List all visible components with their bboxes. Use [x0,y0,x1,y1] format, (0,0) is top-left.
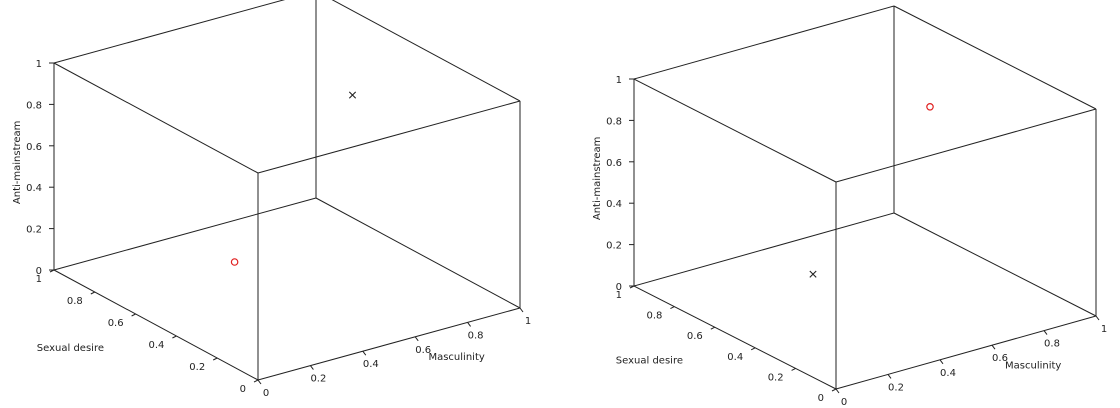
x-tick-label: 0.8 [468,330,484,341]
box-edge [835,108,1097,183]
y-tick-label: 0.8 [67,296,83,307]
z-tick-label: 0.8 [26,100,42,111]
y-tick-mark [710,326,716,330]
z-tick-label: 1 [36,59,42,70]
x-tick-label: 0 [263,388,269,399]
x-tick-label: 0 [841,397,847,408]
x-tick-label: 0.2 [310,374,326,385]
data-point-x [348,91,357,99]
x-tick-mark [887,374,892,379]
y-tick-label: 1 [36,274,42,285]
y-tick-mark [750,347,756,351]
y-tick-mark [831,388,837,392]
z-axis-label: Anti-mainstream [12,121,23,205]
y-tick-label: 0.2 [189,362,205,373]
y-tick-mark [131,313,136,317]
y-tick-label: 0.2 [768,372,784,383]
box-edge [835,315,1097,390]
y-tick-mark [791,367,796,371]
x-tick-mark [257,379,262,385]
box-edge [633,285,837,390]
z-tick-label: 0.4 [26,183,42,194]
z-tick-label: 0.6 [26,142,42,153]
box-edge [257,307,521,381]
z-axis-label: Anti-mainstream [592,137,603,221]
z-tick-label: 0.2 [26,225,42,236]
x-tick-mark [939,359,944,365]
y-tick-label: 0.6 [108,318,124,329]
y-tick-label: 0 [240,384,246,395]
x-tick-label: 0.6 [415,345,431,356]
box-edge [315,197,521,309]
x-tick-mark [991,344,996,350]
x-tick-mark [1095,315,1100,321]
y-tick-mark [670,306,675,310]
y-tick-label: 0.8 [646,311,662,322]
y-tick-label: 1 [616,290,622,301]
data-point-x [809,270,817,278]
box-edge [633,78,837,183]
y-axis-label: Sexual desire [37,343,104,354]
x-tick-label: 1 [525,316,531,327]
box-edge [53,0,286,64]
x-axis-label: Masculinity [428,352,484,363]
box-edge [53,197,317,271]
x-tick-mark [1043,330,1048,335]
chart-right: 00.20.40.60.8100.20.40.60.8100.20.40.60.… [592,5,1107,408]
y-tick-mark [253,379,259,383]
box-edge [53,269,259,381]
y-tick-mark [172,335,177,339]
z-tick-label: 0.4 [606,199,622,210]
box-edge [331,0,521,102]
y-axis-label: Sexual desire [616,356,683,367]
y-tick-label: 0.4 [148,340,164,351]
x-tick-mark [309,365,314,370]
box-edge [257,100,521,174]
x-tick-mark [362,350,367,356]
data-point-x-stroke [809,270,817,278]
z-tick-label: 0 [36,266,42,277]
x-tick-mark [835,388,840,394]
x-tick-mark [414,336,419,342]
z-tick-label: 0.6 [606,158,622,169]
y-tick-label: 0.4 [727,352,743,363]
data-point-x-stroke [348,91,357,99]
x-axis-label: Masculinity [1005,360,1061,371]
box-edge [53,62,259,174]
y-tick-label: 0 [818,393,824,404]
y-tick-mark [90,291,96,295]
data-point-circle [230,258,239,266]
x-tick-mark [519,307,524,313]
y-tick-mark [212,357,218,361]
data-point-circle [926,103,934,111]
x-tick-label: 0.4 [940,368,956,379]
x-tick-label: 0.4 [363,359,379,370]
x-tick-label: 1 [1101,324,1107,335]
chart-left: 00.20.40.60.8100.20.40.60.8100.20.40.60.… [12,0,531,399]
box-edge [893,212,1097,317]
x-tick-label: 0.8 [1044,339,1060,350]
z-tick-label: 0.8 [606,116,622,127]
x-tick-label: 0.2 [888,382,904,393]
z-tick-label: 0 [616,282,622,293]
box-edge [633,5,895,80]
box-edge [633,212,895,287]
z-tick-label: 0.2 [606,241,622,252]
x-tick-mark [467,322,472,327]
z-tick-label: 1 [616,75,622,86]
box-edge [893,5,1097,110]
y-tick-label: 0.6 [687,331,703,342]
x-tick-label: 0.6 [992,353,1008,364]
